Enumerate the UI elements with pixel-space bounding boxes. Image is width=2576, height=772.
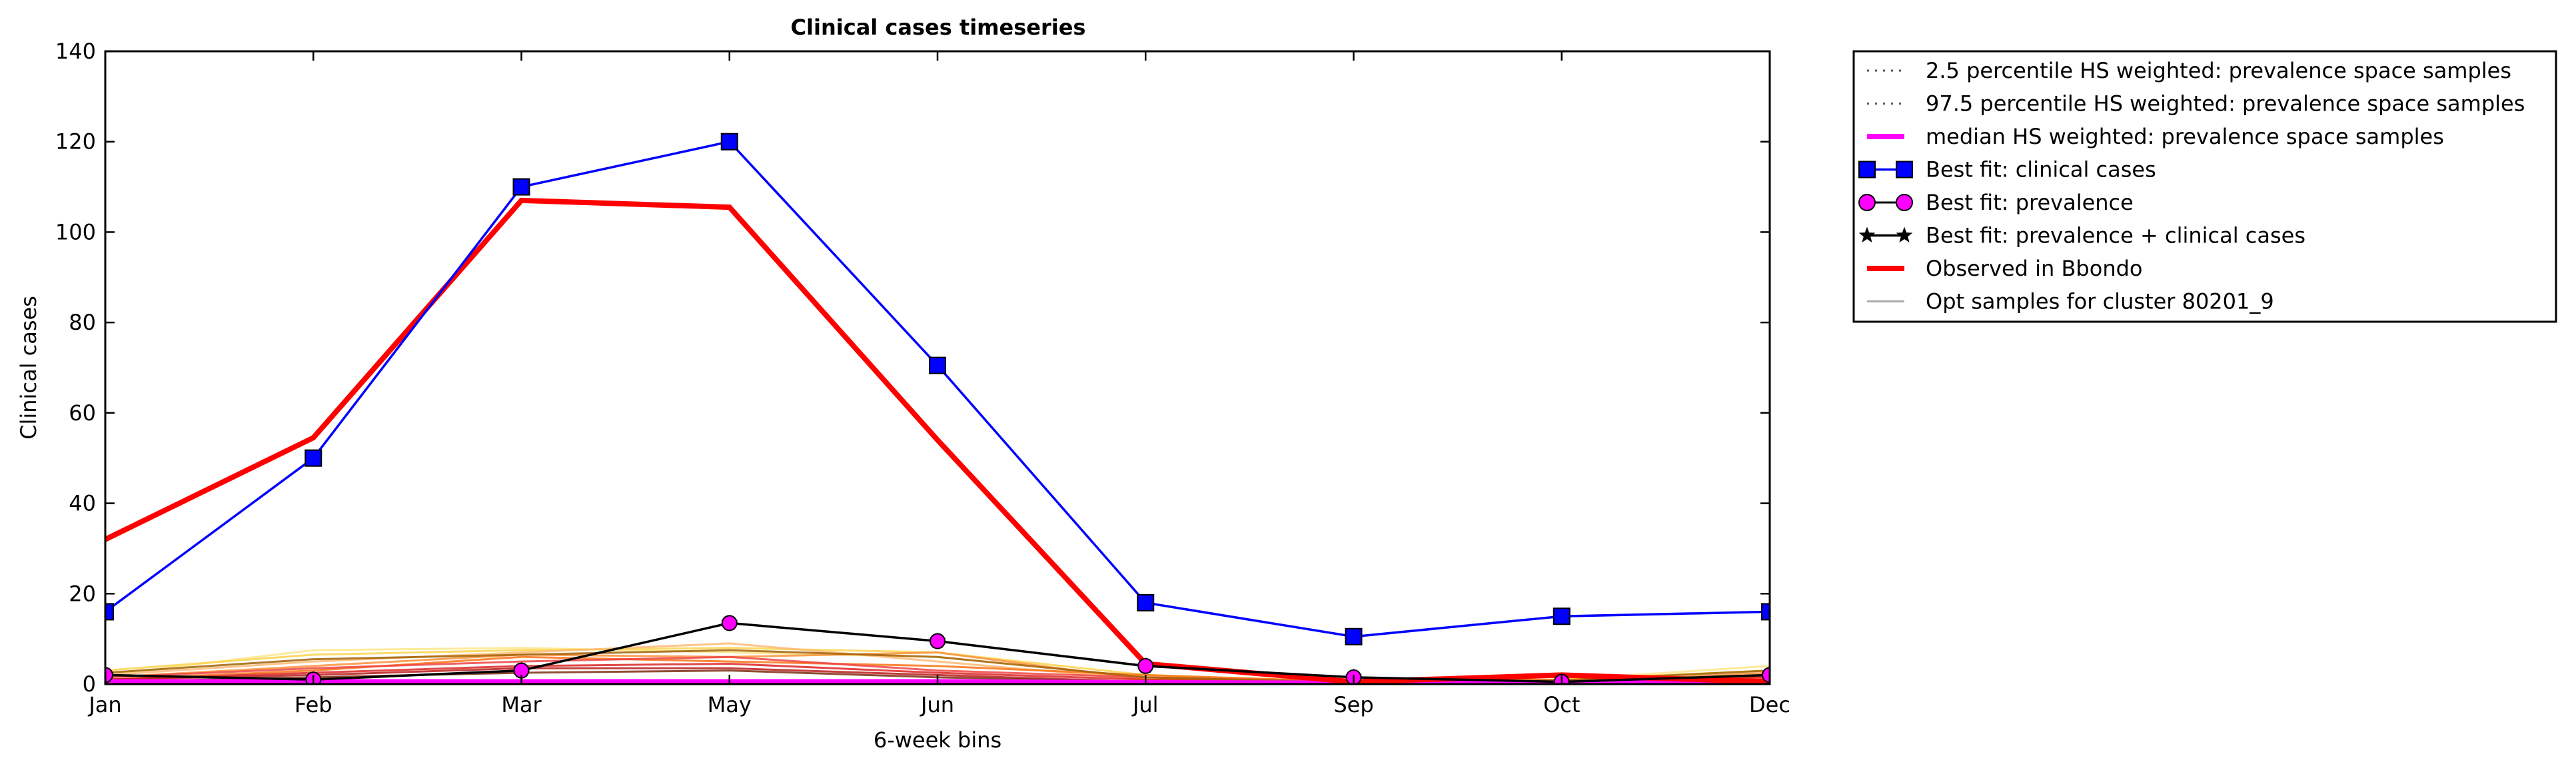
x-axis-label: 6-week bins [874, 727, 1001, 753]
y-tick-label: 120 [55, 129, 96, 155]
best-fit-prevalence-point [1762, 667, 1770, 683]
legend-marker [1858, 226, 1876, 242]
legend-marker [1896, 194, 1913, 211]
x-tick-label: Oct [1543, 692, 1580, 717]
legend-item: 2.5 percentile HS weighted: prevalence s… [1867, 58, 2511, 83]
y-tick-label: 0 [83, 671, 96, 697]
best-fit-prevalence-point [930, 633, 946, 649]
x-tick-label: Mar [501, 692, 542, 717]
legend-label: 97.5 percentile HS weighted: prevalence … [1926, 91, 2525, 117]
legend-item: Observed in Bbondo [1867, 256, 2142, 281]
x-tick-label: Dec [1749, 692, 1790, 717]
best-fit-clinical-point [512, 178, 530, 196]
y-tick-label: 60 [69, 400, 96, 426]
legend-label: median HS weighted: prevalence space sam… [1926, 124, 2444, 149]
legend-label: Best fit: clinical cases [1926, 157, 2156, 183]
best-fit-clinical-point [1553, 607, 1571, 625]
best-fit-clinical-point [1345, 627, 1363, 645]
legend-item: Opt samples for cluster 80201_9 [1867, 289, 2274, 314]
best-fit-clinical-point [929, 356, 946, 374]
x-tick-label: Feb [295, 692, 332, 717]
y-tick-label: 20 [69, 581, 96, 606]
legend-marker [1858, 161, 1876, 179]
legend-item: median HS weighted: prevalence space sam… [1867, 124, 2444, 149]
legend: 2.5 percentile HS weighted: prevalence s… [1852, 50, 2557, 323]
y-tick-label: 40 [69, 491, 96, 516]
legend-label: Best fit: prevalence + clinical cases [1926, 223, 2305, 248]
y-tick-label: 140 [55, 39, 96, 64]
x-tick-label: May [708, 692, 752, 717]
best-fit-clinical-point [105, 603, 114, 621]
y-tick-label: 100 [55, 219, 96, 244]
x-tick-label: Jan [87, 692, 121, 717]
legend-item: Best fit: prevalence + clinical cases [1858, 223, 2305, 248]
legend-label: 2.5 percentile HS weighted: prevalence s… [1926, 58, 2511, 83]
legend-marker [1896, 161, 1913, 179]
series-6-line [105, 197, 1770, 684]
best-fit-prevalence-point [721, 615, 738, 631]
legend-label: Observed in Bbondo [1926, 256, 2142, 281]
y-axis-label: Clinical cases [16, 296, 41, 440]
legend-item: 97.5 percentile HS weighted: prevalence … [1867, 91, 2525, 117]
legend-item: Best fit: clinical cases [1858, 157, 2156, 183]
legend-frame [1852, 50, 2557, 323]
legend-item: Best fit: prevalence [1858, 190, 2134, 215]
best-fit-prevalence-point [1137, 657, 1154, 674]
chart-title: Clinical cases timeseries [791, 15, 1086, 40]
best-fit-prevalence-point [105, 667, 113, 683]
best-fit-clinical-point [1761, 603, 1770, 621]
legend-label: Best fit: prevalence [1926, 190, 2134, 215]
x-tick-label: Sep [1333, 692, 1373, 717]
legend-label: Opt samples for cluster 80201_9 [1926, 289, 2274, 314]
x-tick-label: Jun [920, 692, 954, 717]
best-fit-clinical-point [1137, 593, 1155, 611]
legend-marker [1896, 226, 1913, 242]
y-tick-label: 80 [69, 310, 96, 335]
best-fit-clinical-point [305, 449, 322, 467]
best-fit-clinical-point [720, 133, 738, 151]
legend-marker [1858, 194, 1876, 211]
x-tick-label: Jul [1131, 692, 1159, 717]
